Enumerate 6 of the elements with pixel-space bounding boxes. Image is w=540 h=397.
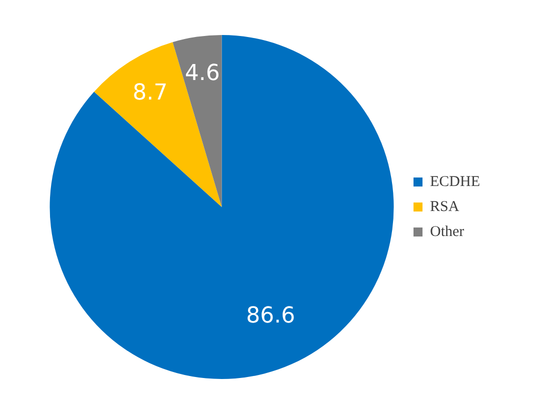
legend-label: ECDHE	[430, 174, 480, 190]
data-label: 4.6	[184, 60, 220, 86]
data-label: 86.6	[246, 304, 296, 329]
legend-label: RSA	[430, 198, 460, 215]
data-label: 8.7	[132, 80, 168, 106]
legend-label: Other	[430, 224, 464, 240]
